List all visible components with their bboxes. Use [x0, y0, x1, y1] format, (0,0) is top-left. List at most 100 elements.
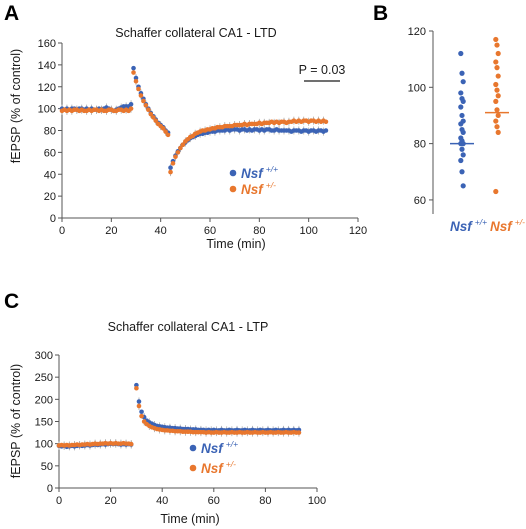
- chart-c-xtick-label: 0: [56, 495, 62, 507]
- chart-b-point-wt: [458, 141, 464, 147]
- legend-a-het-label: Nsf +/-: [241, 180, 276, 197]
- chart-a-ticks: 0 20 40 60 80 100 120 140 160 0 20 40 60 80 100 120: [38, 38, 368, 237]
- chart-b-point-het: [495, 112, 501, 119]
- chart-b-category-wt: Nsf +/+: [450, 217, 487, 234]
- chart-a-xtick-label: 100: [299, 225, 317, 237]
- chart-a-ytick-label: 80: [44, 126, 56, 138]
- legend-c-het-marker: [189, 464, 197, 472]
- chart-a-point-het: [323, 119, 329, 125]
- chart-a-point-het: [143, 103, 149, 108]
- panel-letter-a: A: [4, 2, 19, 25]
- chart-c-ticks: 0 50 100 150 200 250 300 0 20 40 60 80 100: [35, 350, 327, 507]
- chart-a-point-het: [150, 115, 156, 120]
- chart-b-point-het: [493, 59, 499, 65]
- chart-b-point-wt: [459, 112, 465, 119]
- chart-b-axes: 60 80 100 120: [408, 26, 434, 214]
- chart-c-point-het: [296, 430, 302, 435]
- legend-c-het-label: Nsf +/-: [201, 459, 236, 476]
- chart-c-ytick-label: 150: [35, 417, 53, 429]
- chart-b-point-wt: [458, 50, 464, 57]
- chart-c-legend: Nsf +/+ Nsf +/-: [189, 439, 238, 476]
- chart-c-ytick-label: 100: [35, 439, 53, 451]
- chart-b-point-het: [495, 73, 501, 79]
- chart-a-point-wt: [131, 65, 136, 71]
- legend-a-het-marker: [229, 185, 237, 193]
- chart-c-point-het: [136, 403, 142, 409]
- chart-a-ytick-label: 160: [38, 38, 56, 50]
- chart-c-points: [56, 382, 302, 450]
- chart-a-point-het: [160, 126, 166, 131]
- chart-c-axes: 0 50 100 150 200 250 300 0 20 40 60 80 100: [35, 350, 327, 507]
- chart-b-point-wt: [460, 129, 466, 135]
- chart-a-point-het: [153, 118, 159, 123]
- chart-c-xtick-label: 100: [308, 495, 326, 507]
- chart-a-xtick-label: 0: [59, 225, 65, 237]
- panel-letter-b: B: [373, 2, 388, 25]
- legend-a-wt-marker: [229, 169, 237, 177]
- chart-a-xtick-label: 60: [204, 225, 216, 237]
- legend-c-wt-marker: [189, 444, 197, 452]
- chart-b-point-het: [493, 118, 499, 124]
- chart-b-point-wt: [458, 121, 464, 127]
- chart-c-ytick-label: 200: [35, 394, 53, 406]
- chart-a-point-wt: [128, 101, 134, 107]
- chart-c-y-label: fEPSP (% of control): [9, 364, 23, 478]
- chart-b-point-het: [494, 124, 500, 130]
- chart-a-axes: 0 20 40 60 80 100 120 140 160 0 20 40 60 80 100 120: [38, 38, 368, 237]
- chart-a-point-het: [138, 93, 144, 98]
- chart-b-ytick-label: 120: [408, 26, 426, 38]
- chart-a-ytick-label: 140: [38, 60, 56, 72]
- chart-a-error-bars: [61, 74, 324, 177]
- chart-b-point-wt: [458, 104, 464, 110]
- chart-c-ytick-label: 50: [41, 461, 53, 473]
- chart-b-point-wt: [460, 183, 466, 189]
- chart-a-ytick-label: 100: [38, 104, 56, 116]
- chart-b-points: [450, 36, 509, 195]
- legend-c-wt-label: Nsf +/+: [201, 439, 238, 456]
- chart-b-point-het: [494, 87, 500, 93]
- chart-b-point-wt: [459, 70, 465, 76]
- chart-a-point-wt: [133, 75, 139, 81]
- chart-a-point-wt: [323, 128, 329, 133]
- chart-a-legend: Nsf +/+ Nsf +/-: [229, 164, 278, 197]
- chart-c-point-wt: [136, 399, 142, 404]
- chart-a-point-het: [128, 106, 134, 111]
- chart-a-point-het: [178, 145, 183, 151]
- chart-c-title: Schaffer collateral CA1 - LTP: [108, 320, 269, 334]
- chart-a-point-het: [168, 169, 173, 175]
- chart-a-points: [59, 65, 329, 175]
- chart-a-title: Schaffer collateral CA1 - LTD: [115, 26, 276, 40]
- chart-c-point-het: [134, 385, 139, 391]
- chart-a-point-het: [180, 142, 186, 148]
- chart-b-category-labels: Nsf +/+ Nsf +/-: [450, 217, 525, 234]
- chart-c-xtick-label: 60: [208, 495, 220, 507]
- chart-a-point-het: [141, 98, 146, 104]
- chart-a-x-label: Time (min): [206, 237, 265, 251]
- chart-a-point-het: [136, 86, 141, 92]
- chart-b-point-wt: [459, 169, 465, 175]
- chart-a-point-het: [146, 107, 151, 113]
- chart-b-point-het: [493, 188, 499, 195]
- chart-c-point-wt: [139, 409, 144, 415]
- chart-a-y-label: fEPSP (% of control): [9, 49, 23, 163]
- chart-c-ytick-label: 250: [35, 372, 53, 384]
- chart-c-xtick-label: 80: [259, 495, 271, 507]
- chart-a-point-het: [133, 78, 139, 84]
- chart-b-point-wt: [460, 98, 466, 104]
- chart-a-point-het: [170, 161, 176, 166]
- chart-b-point-wt: [458, 157, 464, 164]
- chart-b-ytick-label: 80: [414, 139, 426, 151]
- chart-a-ytick-label: 120: [38, 82, 56, 94]
- chart-c-ytick-label: 0: [47, 483, 53, 495]
- chart-b-category-het: Nsf +/-: [490, 217, 525, 234]
- chart-c-point-het: [128, 441, 134, 447]
- chart-c-x-label: Time (min): [160, 512, 219, 526]
- chart-a-ytick-label: 40: [44, 169, 56, 181]
- chart-a-ytick-label: 0: [50, 213, 56, 225]
- chart-a-point-het: [148, 111, 154, 117]
- chart-a-point-het: [131, 70, 136, 75]
- chart-b-point-het: [495, 129, 501, 135]
- chart-c-xtick-label: 20: [104, 495, 116, 507]
- chart-a-xtick-label: 20: [105, 225, 117, 237]
